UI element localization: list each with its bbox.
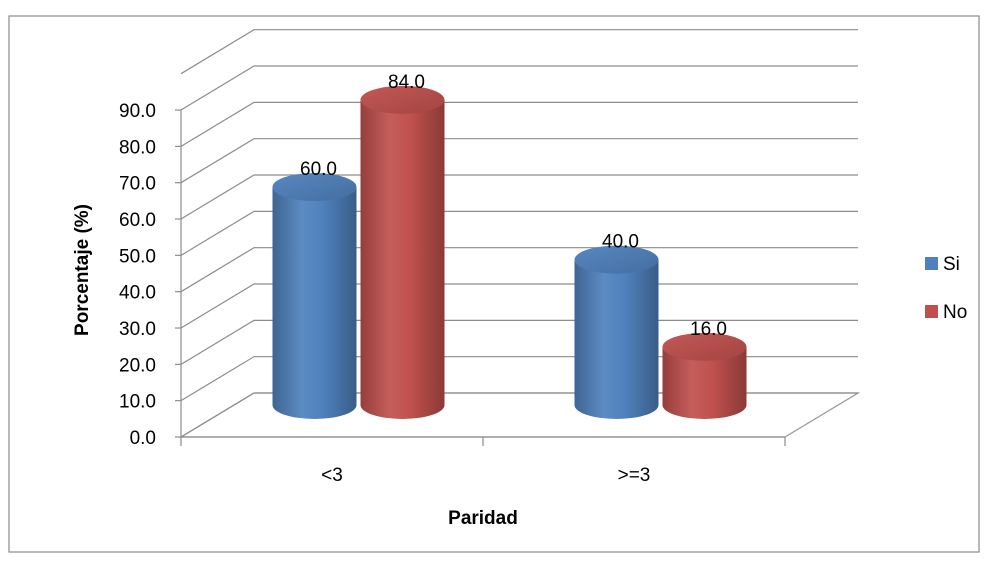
bar	[272, 173, 357, 420]
gridline	[180, 101, 858, 147]
bar-body	[272, 187, 357, 420]
legend-label: Si	[943, 254, 960, 275]
legend-swatch	[925, 305, 938, 318]
x-category-label: <3	[321, 465, 343, 486]
bar-top	[574, 245, 659, 274]
bar-top	[662, 332, 747, 361]
gridline	[180, 210, 858, 256]
axes	[175, 109, 786, 446]
gridline	[180, 29, 858, 75]
gridline	[180, 65, 858, 111]
y-tick-label: 20.0	[119, 355, 156, 376]
bar-body	[360, 99, 445, 420]
x-category-labels: <3 >=3	[321, 465, 650, 486]
y-tick-labels: 0.0 10.0 20.0 30.0 40.0 50.0 60.0 70.0 80.0 90.0	[119, 101, 156, 449]
gridline	[180, 247, 858, 293]
data-label: 84.0	[388, 72, 425, 93]
bar	[662, 332, 747, 420]
y-tick-label: 70.0	[119, 174, 156, 195]
data-label: 16.0	[690, 319, 727, 340]
y-axis-label: Porcentaje (%)	[72, 204, 93, 336]
bar-body	[662, 346, 747, 420]
bar-body	[574, 259, 659, 420]
x-category-label: >=3	[618, 465, 651, 486]
legend-swatch	[925, 257, 938, 270]
bar-top	[272, 173, 357, 202]
y-tick-label: 80.0	[119, 137, 156, 158]
y-tick-label: 10.0	[119, 392, 156, 413]
y-tick-label: 30.0	[119, 319, 156, 340]
y-tick-label: 40.0	[119, 283, 156, 304]
x-axis-label: Paridad	[448, 508, 518, 529]
bars	[272, 85, 747, 420]
y-tick-label: 50.0	[119, 246, 156, 267]
y-tick-label: 0.0	[130, 428, 156, 449]
gridlines	[180, 29, 858, 438]
y-tick-label: 60.0	[119, 210, 156, 231]
bar	[360, 85, 445, 420]
y-tick-label: 90.0	[119, 101, 156, 122]
data-label: 40.0	[602, 232, 639, 253]
legend: Si No	[925, 254, 967, 323]
data-labels: 60.0 84.0 40.0 16.0	[300, 72, 727, 340]
bar	[574, 245, 659, 420]
legend-label: No	[943, 302, 967, 323]
bar-top	[360, 85, 445, 114]
data-label: 60.0	[300, 159, 337, 180]
gridline	[180, 174, 858, 220]
gridline	[180, 138, 858, 184]
